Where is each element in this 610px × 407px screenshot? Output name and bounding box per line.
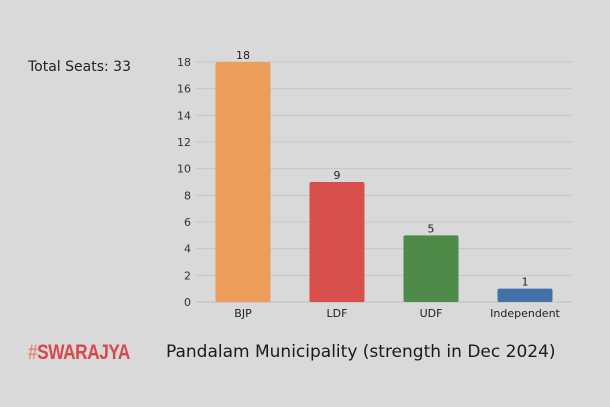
x-tick-label: BJP [234,307,252,320]
data-label: 5 [428,222,435,235]
y-tick-label: 10 [177,163,191,176]
y-tick-label: 14 [177,109,191,122]
x-tick-label: UDF [420,307,443,320]
y-tick-label: 6 [184,216,191,229]
x-tick-label: Independent [490,307,560,320]
y-tick-label: 12 [177,136,191,149]
data-label: 1 [522,276,529,289]
y-tick-label: 18 [177,56,191,69]
swarajya-logo: #SWARAJYA [28,341,130,364]
y-tick-label: 0 [184,296,191,309]
x-tick-label: LDF [327,307,348,320]
y-tick-label: 2 [184,269,191,282]
bar-independent [497,288,553,302]
y-tick-label: 4 [184,243,191,256]
chart-title: Pandalam Municipality (strength in Dec 2… [166,342,556,362]
y-tick-label: 16 [177,83,191,96]
bar-bjp [215,62,271,302]
total-seats-annotation: Total Seats: 33 [28,59,131,75]
data-label: 9 [334,169,341,182]
y-tick-label: 8 [184,189,191,202]
bar-udf [403,235,459,302]
bar-ldf [309,182,365,302]
data-label: 18 [236,49,250,62]
